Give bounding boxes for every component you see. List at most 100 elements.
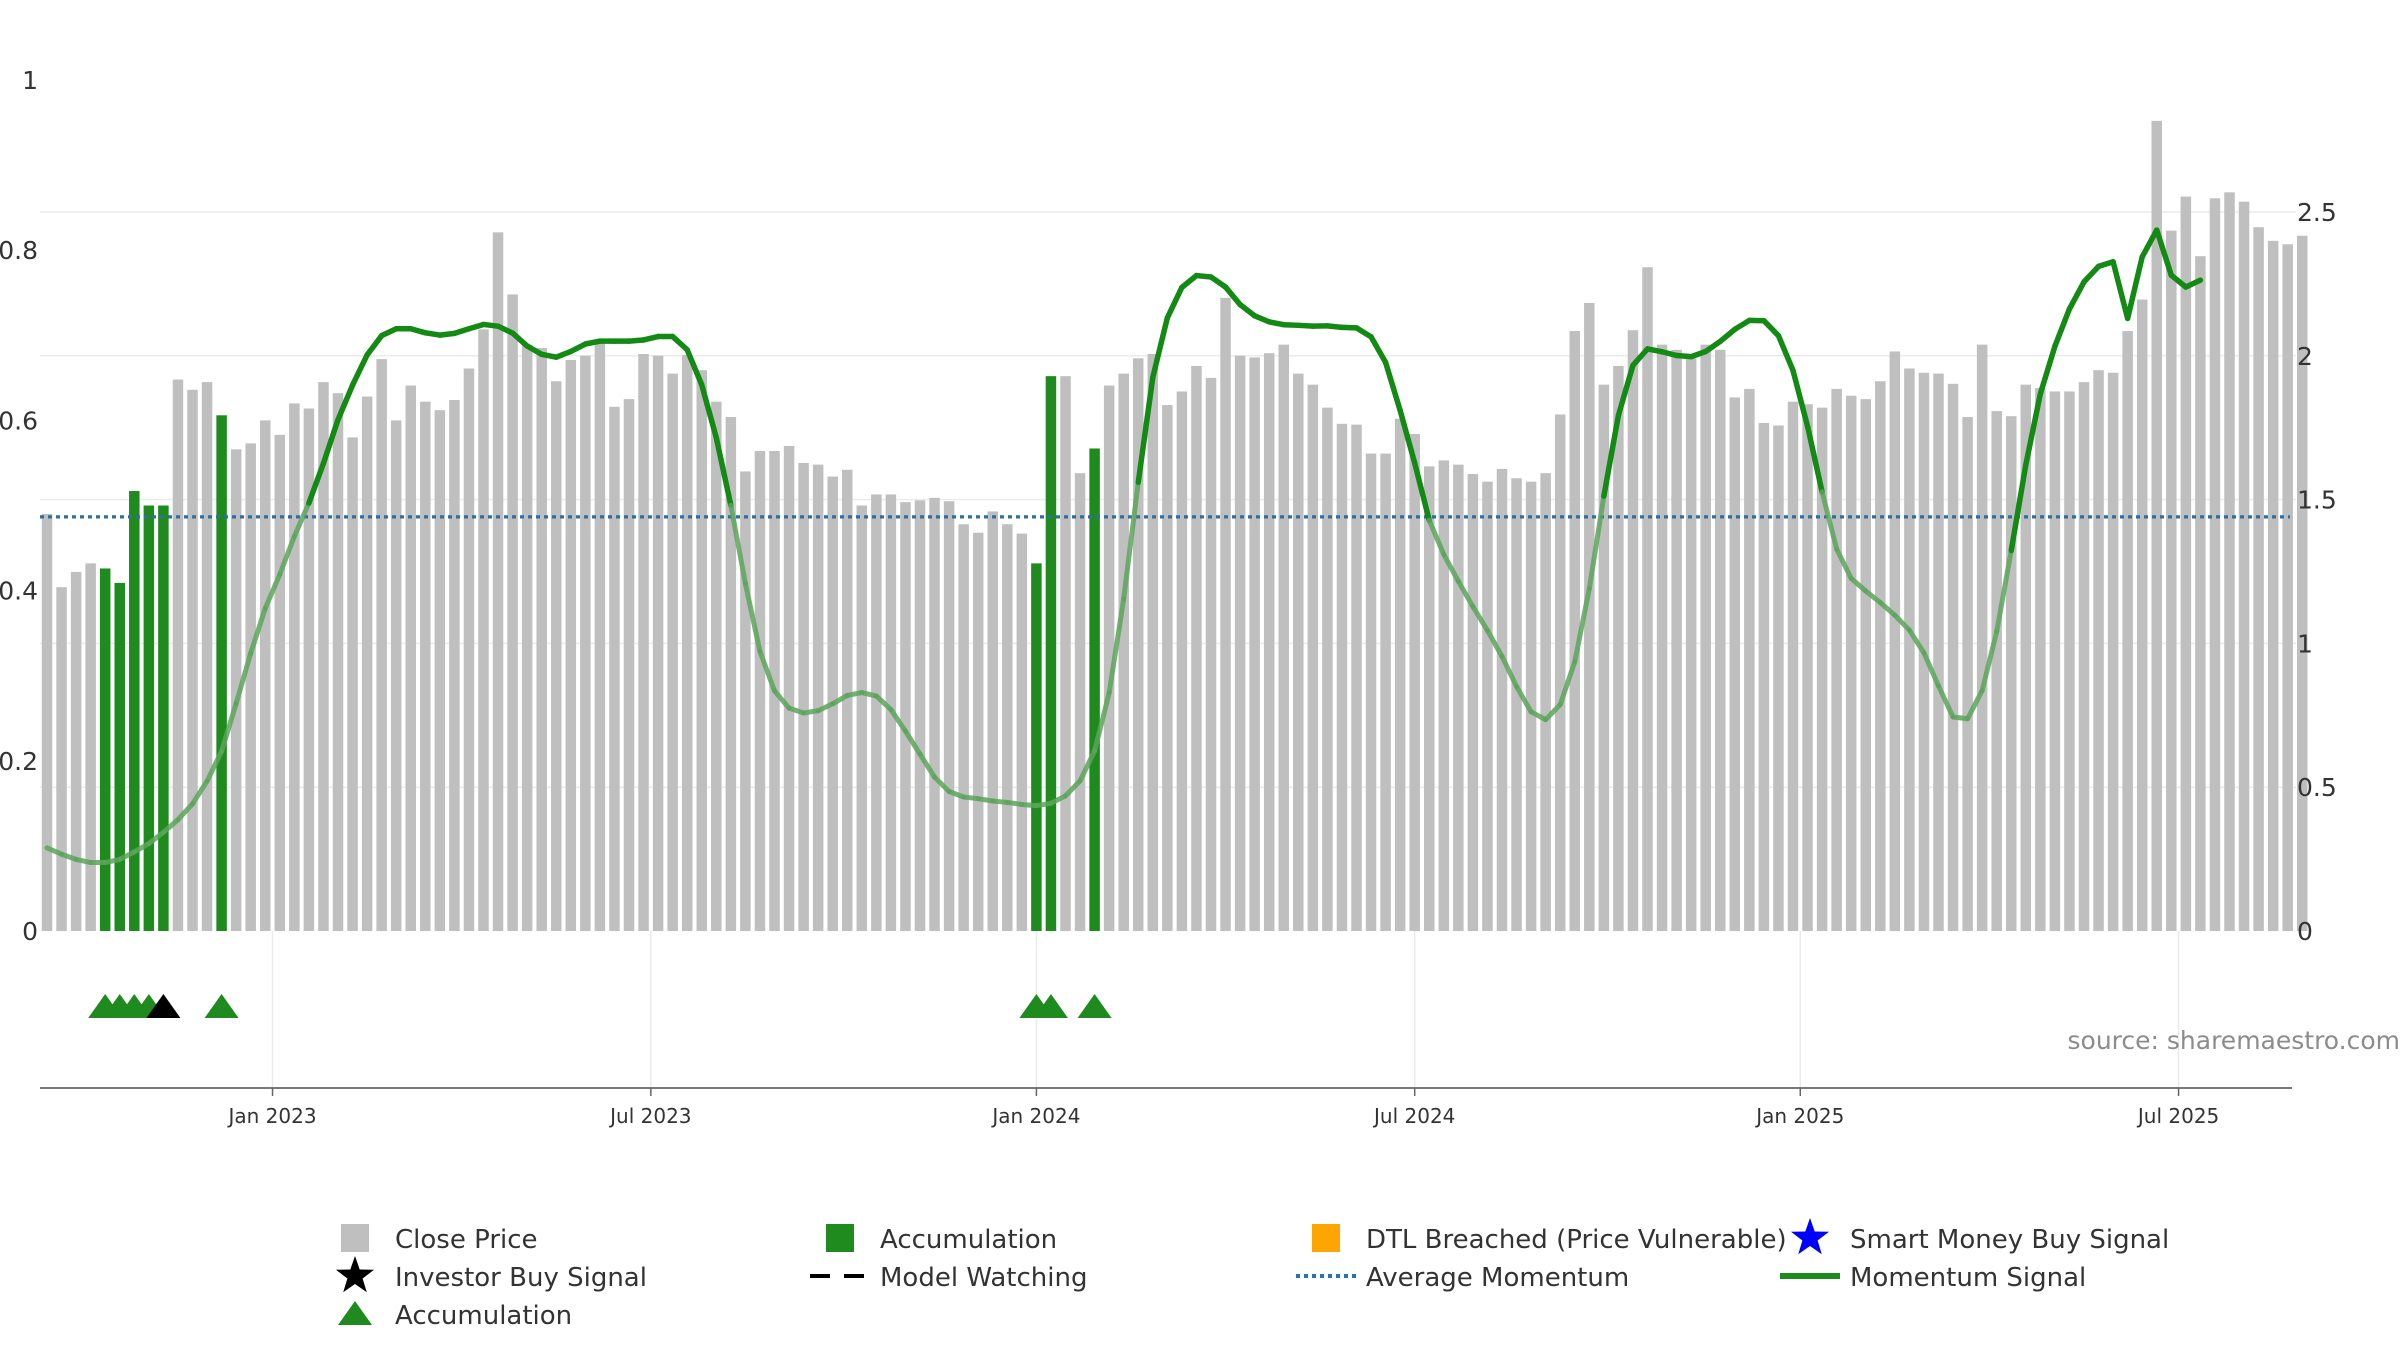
close-price-bar <box>536 348 547 931</box>
close-price-bar <box>1758 422 1770 931</box>
legend-swatch-close-price <box>341 1224 369 1252</box>
accumulation-bar <box>158 505 169 931</box>
close-price-bar <box>2035 388 2046 931</box>
close-price-bar <box>871 494 882 931</box>
close-price-bars <box>41 120 2308 932</box>
momentum-signal-segment <box>2168 272 2189 290</box>
momentum-signal-segment <box>175 801 195 823</box>
close-price-bar <box>638 354 649 932</box>
momentum-signal-segment <box>1717 326 1738 345</box>
momentum-signal-segment <box>233 650 254 707</box>
momentum-signal-segment <box>1514 684 1534 715</box>
close-price-bar <box>332 393 344 932</box>
momentum-signal-segment <box>1484 627 1505 659</box>
close-price-bar <box>1409 434 1420 931</box>
close-price-bar <box>1627 330 1639 932</box>
legend-swatch-dtl-breached-price-vulnerable <box>1312 1224 1340 1252</box>
close-price-bar <box>1118 373 1129 932</box>
close-price-bar <box>1482 481 1493 931</box>
momentum-signal-segment <box>2023 391 2044 468</box>
close-price-bar <box>85 563 96 931</box>
momentum-signal-segment <box>2008 462 2029 554</box>
close-price-bar <box>1176 391 1188 931</box>
close-price-bar <box>172 379 184 931</box>
momentum-signal-segment <box>1819 489 1840 552</box>
close-price-bar <box>478 329 489 931</box>
close-price-bar <box>972 532 984 931</box>
close-price-bar <box>943 501 955 931</box>
close-price-bar <box>2253 227 2264 931</box>
momentum-signal-segment <box>1426 517 1447 558</box>
close-price-bar <box>1394 418 1406 931</box>
legend: Close Price Accumulation DTL Breached (Pri… <box>336 1218 2169 1331</box>
momentum-signal-segment <box>1353 325 1374 340</box>
momentum-signal-segment <box>902 728 923 757</box>
close-price-bar <box>1293 373 1304 932</box>
accumulation-bar <box>1089 448 1100 931</box>
momentum-signal-segment <box>1921 650 1941 689</box>
close-price-bar <box>507 294 518 931</box>
close-price-bar <box>667 373 678 932</box>
legend-label: Average Momentum <box>1366 1263 1629 1293</box>
close-price-bar <box>420 401 431 932</box>
close-price-bar <box>2020 384 2032 932</box>
accumulation-bar <box>129 491 140 931</box>
momentum-signal-segment <box>1979 629 2000 694</box>
momentum-signal-segment <box>1063 778 1083 799</box>
close-price-bar <box>1642 267 1653 932</box>
close-price-bar <box>1307 384 1319 932</box>
momentum-signal-segment <box>59 851 79 862</box>
close-price-bar <box>1685 358 1697 932</box>
accumulation-marker <box>1077 994 1112 1018</box>
momentum-signal-segment <box>1499 653 1520 690</box>
close-price-bar <box>434 410 446 931</box>
close-price-bar <box>187 389 198 931</box>
momentum-signal-segment <box>1077 748 1098 784</box>
close-price-bar <box>1351 424 1362 931</box>
momentum-signal-segment <box>1106 596 1127 696</box>
close-price-bar <box>1744 388 1755 932</box>
close-price-bar <box>289 403 300 931</box>
close-price-bar <box>2107 372 2119 931</box>
legend-label: Investor Buy Signal <box>395 1263 647 1293</box>
momentum-signal-segment <box>1150 315 1171 381</box>
close-price-bar <box>1467 474 1479 931</box>
momentum-signal-segment <box>306 460 327 506</box>
momentum-signal-segment <box>713 435 734 509</box>
close-price-bar <box>987 511 998 931</box>
momentum-signal-segment <box>1906 627 1927 656</box>
legend-label: Momentum Signal <box>1850 1263 2086 1293</box>
close-price-bar <box>696 370 707 931</box>
x-axis-tick-label: Jul 2023 <box>608 1104 691 1128</box>
legend-label: Model Watching <box>880 1263 1087 1293</box>
momentum-signal-segment <box>917 751 938 780</box>
close-price-bar <box>1933 373 1944 932</box>
momentum-signal-segment <box>335 382 356 423</box>
momentum-signal-segment <box>1397 407 1418 466</box>
momentum-signal-segment <box>1411 460 1432 524</box>
left-axis-tick-label: 0.4 <box>0 577 38 606</box>
momentum-signal-segment <box>1702 338 1723 355</box>
close-price-bar <box>1249 357 1260 931</box>
momentum-signal-segment <box>2110 259 2131 322</box>
close-price-bar <box>1511 478 1522 931</box>
momentum-signal-segment <box>204 748 225 784</box>
close-price-bar <box>2282 244 2293 932</box>
momentum-signal-segment <box>2124 254 2145 322</box>
momentum-signal-segment <box>946 789 967 800</box>
momentum-signal-segment <box>262 571 283 611</box>
close-price-bar <box>1904 368 1915 931</box>
close-price-bar <box>1234 355 1246 931</box>
close-price-bar <box>1205 377 1217 932</box>
close-price-bar <box>1875 381 1886 931</box>
accumulation-marker <box>204 994 239 1018</box>
close-price-bar <box>1584 302 1595 931</box>
left-axis-tick-label: 1 <box>22 66 38 95</box>
close-price-bar <box>623 399 635 931</box>
close-price-bar <box>1991 411 2002 931</box>
close-price-bar <box>70 571 82 931</box>
close-price-bar <box>1787 401 1799 932</box>
close-price-bar <box>1060 376 1071 931</box>
close-price-bar <box>2078 382 2090 932</box>
